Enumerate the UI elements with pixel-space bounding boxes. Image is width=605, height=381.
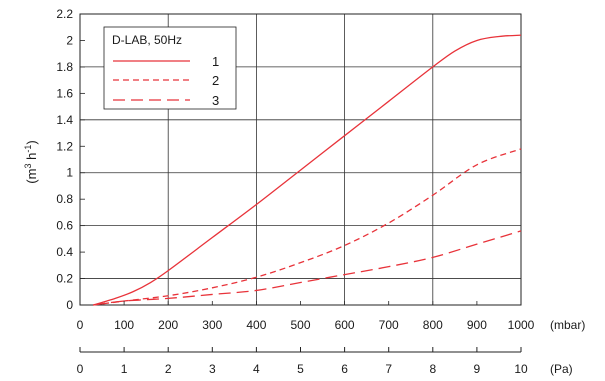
series-line-1 [93, 34, 522, 306]
x-tick-label: 300 [202, 318, 222, 332]
y-tick-label: 1.2 [56, 139, 73, 153]
legend-label-1: 1 [212, 54, 219, 69]
secondary-x-tick-label: 7 [385, 362, 392, 376]
legend-label-2: 2 [212, 73, 219, 88]
x-tick-label: 700 [379, 318, 399, 332]
secondary-x-tick-label: 4 [253, 362, 260, 376]
y-tick-label: 1.8 [56, 60, 73, 74]
y-tick-label: 0.2 [56, 272, 73, 286]
legend: D-LAB, 50Hz 1 2 3 [103, 26, 237, 110]
secondary-x-tick-label: 0 [77, 362, 84, 376]
x-tick-label: 500 [290, 318, 310, 332]
grid-lines [80, 14, 521, 305]
y-tick-label: 2.2 [56, 7, 73, 21]
secondary-x-tick-label: 3 [209, 362, 216, 376]
legend-box [103, 26, 237, 110]
x-tick-label: 1000 [508, 318, 535, 332]
x-tick-label: 100 [114, 318, 134, 332]
secondary-x-tick-label: 10 [514, 362, 528, 376]
secondary-x-tick-label: 5 [297, 362, 304, 376]
x-tick-label: 200 [158, 318, 178, 332]
secondary-x-tick-label: 1 [121, 362, 128, 376]
secondary-x-tick-label: 9 [474, 362, 481, 376]
x-axis-label: (mbar) [550, 318, 585, 332]
secondary-x-tick-label: 6 [341, 362, 348, 376]
y-tick-label: 0.8 [56, 192, 73, 206]
y-tick-label: 0 [66, 298, 73, 312]
x-tick-label: 0 [77, 318, 84, 332]
x-tick-label: 600 [335, 318, 355, 332]
y-tick-label: 1 [66, 166, 73, 180]
y-axis-ticks: 0 0.2 0.4 0.6 0.8 1 1.2 1.4 1.6 1.8 2 2.2 [56, 7, 85, 312]
secondary-x-tick-label: 2 [165, 362, 172, 376]
legend-title: D-LAB, 50Hz [112, 33, 182, 47]
secondary-x-tick-label: 8 [429, 362, 436, 376]
x-tick-label: 900 [467, 318, 487, 332]
secondary-x-axis: 0 1 2 3 4 5 6 7 8 9 10 [77, 347, 528, 376]
y-tick-label: 2 [66, 33, 73, 47]
y-tick-label: 0.6 [56, 219, 73, 233]
series-lines [93, 34, 522, 306]
y-tick-label: 1.6 [56, 86, 73, 100]
y-tick-label: 1.4 [56, 113, 73, 127]
y-axis-label: (m3 h-1) [23, 140, 39, 183]
series-line-2 [93, 148, 522, 306]
x-tick-label: 800 [423, 318, 443, 332]
y-tick-label: 0.4 [56, 245, 73, 259]
x-tick-label: 400 [246, 318, 266, 332]
x-axis-ticks: 0 100 200 300 400 500 600 700 800 900 1000 [77, 301, 535, 332]
secondary-x-axis-label: (Pa) [550, 362, 573, 376]
legend-label-3: 3 [212, 93, 219, 108]
series-line-3 [93, 230, 522, 306]
